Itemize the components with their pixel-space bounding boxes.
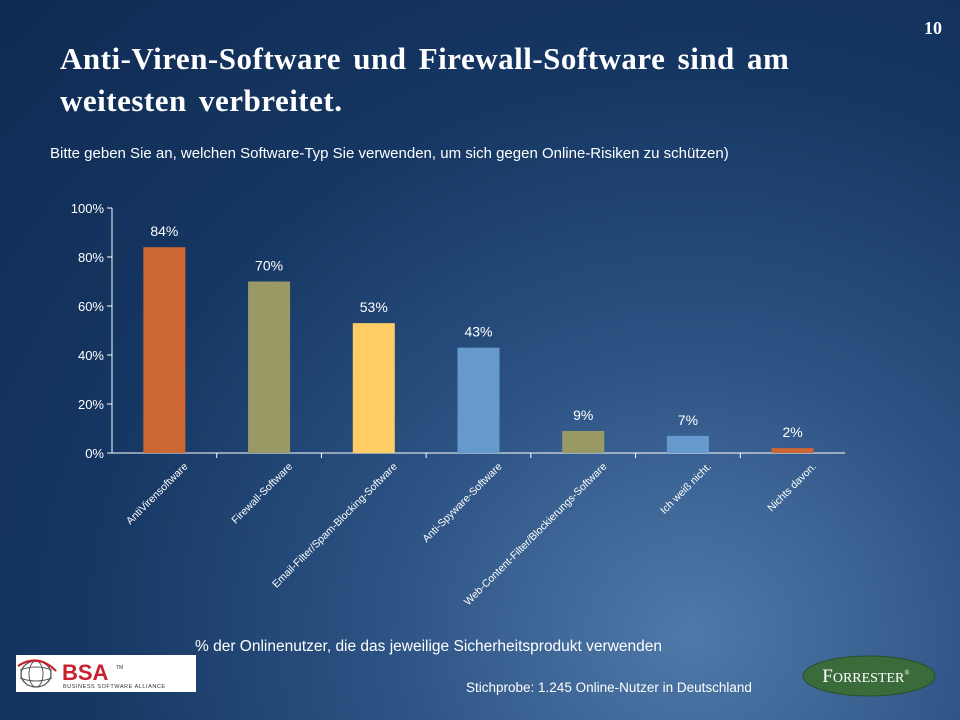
slide-title: Anti-Viren-Software und Firewall-Softwar…	[60, 41, 790, 118]
sample-note: Stichprobe: 1.245 Online-Nutzer in Deuts…	[466, 680, 752, 695]
data-label: 70%	[255, 258, 283, 274]
y-tick-label: 40%	[78, 348, 104, 363]
y-tick-label: 0%	[85, 446, 104, 461]
x-category-label: Nichts davon.	[765, 461, 818, 514]
x-category-label: Anti-Spyware-Software	[420, 461, 505, 546]
bar	[143, 247, 186, 453]
data-label: 9%	[573, 407, 593, 423]
slide-number: 10	[924, 18, 942, 38]
bar	[666, 435, 709, 453]
bar	[248, 281, 291, 453]
y-tick-label: 20%	[78, 397, 104, 412]
bar-chart: 0% 20% 40% 60% 80% 100% AntiVirensoftware Firew…	[71, 201, 818, 591]
svg-text:FORRESTER®: FORRESTER®	[822, 666, 910, 687]
bsa-logo-tagline: BUSINESS SOFTWARE ALLIANCE	[63, 684, 166, 690]
data-label: 43%	[464, 324, 492, 340]
bsa-logo: BSA TM BUSINESS SOFTWARE ALLIANCE	[16, 655, 196, 692]
chart-footnote: % der Onlinenutzer, die das jeweilige Si…	[195, 638, 662, 655]
bar	[562, 430, 605, 453]
forrester-mark: ®	[904, 669, 910, 677]
data-label: 53%	[360, 299, 388, 315]
y-tick-label: 60%	[78, 299, 104, 314]
bar	[771, 448, 814, 453]
forrester-logo: FORRESTER®	[802, 655, 936, 697]
y-tick-label: 100%	[71, 201, 105, 216]
data-label: 2%	[783, 424, 803, 440]
bar	[457, 347, 500, 453]
forrester-rest: ORRESTER	[833, 671, 905, 686]
bsa-logo-tm: TM	[116, 665, 123, 671]
y-tick-label: 80%	[78, 250, 104, 265]
forrester-first-letter: F	[822, 666, 833, 687]
bar	[352, 323, 395, 453]
bsa-logo-name: BSA	[62, 660, 109, 685]
x-category-label: Ich weiß nicht.	[658, 461, 714, 517]
data-label: 7%	[678, 412, 698, 428]
bsa-globe-icon	[17, 659, 57, 688]
x-category-label: Firewall-Software	[229, 461, 295, 527]
x-category-label: Email-Filter/Spam-Blocking-Software	[270, 461, 400, 591]
data-label: 84%	[150, 223, 178, 239]
x-category-label: AntiVirensoftware	[124, 461, 191, 528]
slide-subtitle: Bitte geben Sie an, welchen Software-Typ…	[50, 145, 729, 162]
chart-bars: 84% 70% 53% 43% 9% 7% 2%	[143, 223, 814, 453]
